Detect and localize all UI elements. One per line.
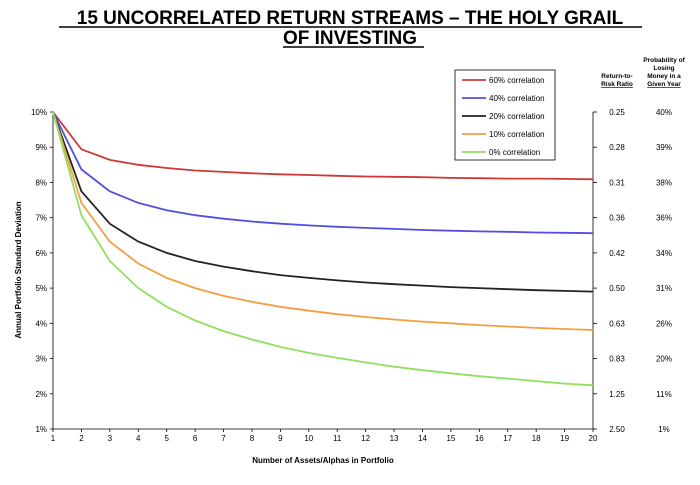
legend-label: 40% correlation	[489, 94, 545, 103]
series-lines	[52, 111, 594, 387]
header-ratio-line1: Return-to-	[601, 73, 632, 80]
x-tick-label: 9	[278, 434, 283, 443]
return-to-risk-value: 0.42	[609, 249, 625, 258]
probability-value: 36%	[656, 214, 672, 223]
probability-value: 26%	[656, 319, 672, 328]
x-tick-label: 15	[446, 434, 455, 443]
series-line	[52, 111, 594, 331]
x-tick-label: 19	[560, 434, 569, 443]
y-tick-label: 6%	[35, 249, 47, 258]
x-tick-label: 4	[136, 434, 141, 443]
header-prob-line1: Probability of	[643, 57, 685, 64]
chart-title-line2: OF INVESTING	[283, 28, 417, 49]
x-tick-label: 8	[250, 434, 255, 443]
x-tick-label: 5	[164, 434, 169, 443]
return-to-risk-value: 0.50	[609, 284, 625, 293]
y-axis-label: Annual Portfolio Standard Deviation	[14, 201, 23, 338]
legend-label: 20% correlation	[489, 112, 545, 121]
series-line	[52, 111, 594, 387]
legend-label: 60% correlation	[489, 76, 545, 85]
legend-label: 0% correlation	[489, 148, 540, 157]
right-table: Probability of Losing Money in a Given Y…	[593, 57, 686, 434]
return-to-risk-value: 0.31	[609, 178, 625, 187]
return-to-risk-value: 0.36	[609, 214, 625, 223]
x-tick-label: 16	[475, 434, 484, 443]
x-tick-label: 2	[79, 434, 84, 443]
x-tick-label: 17	[503, 434, 512, 443]
chart-title-line1: 15 UNCORRELATED RETURN STREAMS – THE HOL…	[77, 8, 624, 29]
probability-value: 20%	[656, 355, 672, 364]
legend-label: 10% correlation	[489, 130, 545, 139]
legend: 60% correlation 40% correlation 20% correl…	[462, 76, 545, 157]
return-to-risk-value: 0.63	[609, 319, 625, 328]
series-line	[52, 111, 594, 293]
y-tick-label: 9%	[35, 143, 47, 152]
y-tick-label: 1%	[35, 425, 47, 434]
probability-value: 34%	[656, 249, 672, 258]
y-tick-label: 3%	[35, 355, 47, 364]
y-tick-label: 2%	[35, 390, 47, 399]
header-prob-line3: Money in a	[647, 73, 681, 80]
header-ratio-line2: Risk Ratio	[601, 81, 633, 88]
y-tick-label: 10%	[31, 108, 47, 117]
probability-value: 39%	[656, 143, 672, 152]
y-tick-label: 8%	[35, 178, 47, 187]
x-tick-label: 20	[589, 434, 598, 443]
header-prob-line2: Losing	[653, 65, 674, 72]
x-tick-label: 7	[221, 434, 226, 443]
y-tick-label: 7%	[35, 214, 47, 223]
probability-value: 31%	[656, 284, 672, 293]
x-tick-label: 1	[51, 434, 56, 443]
return-to-risk-value: 0.25	[609, 108, 625, 117]
probability-value: 40%	[656, 108, 672, 117]
x-axis-label: Number of Assets/Alphas in Portfolio	[252, 456, 394, 465]
axes-group: 1%2%3%4%5%6%7%8%9%10%1 2 3 4 5 6 7 8 9 10 11 12 13 14…	[31, 108, 598, 443]
x-tick-label: 11	[333, 434, 342, 443]
x-tick-label: 6	[193, 434, 198, 443]
return-to-risk-value: 0.28	[609, 143, 625, 152]
x-tick-label: 13	[390, 434, 399, 443]
probability-value: 1%	[658, 425, 670, 434]
x-tick-label: 10	[304, 434, 313, 443]
probability-value: 11%	[656, 390, 671, 399]
return-to-risk-value: 1.25	[609, 390, 625, 399]
legend-box	[454, 69, 556, 161]
probability-value: 38%	[656, 178, 672, 187]
y-tick-label: 4%	[35, 319, 47, 328]
x-tick-label: 18	[532, 434, 541, 443]
x-tick-label: 14	[418, 434, 427, 443]
x-tick-label: 3	[108, 434, 113, 443]
header-prob-line4: Given Year	[647, 81, 681, 88]
y-tick-label: 5%	[35, 284, 47, 293]
series-line	[52, 111, 594, 181]
return-to-risk-value: 2.50	[609, 425, 625, 434]
series-line	[52, 111, 594, 235]
return-to-risk-value: 0.83	[609, 355, 625, 364]
x-tick-label: 12	[361, 434, 370, 443]
